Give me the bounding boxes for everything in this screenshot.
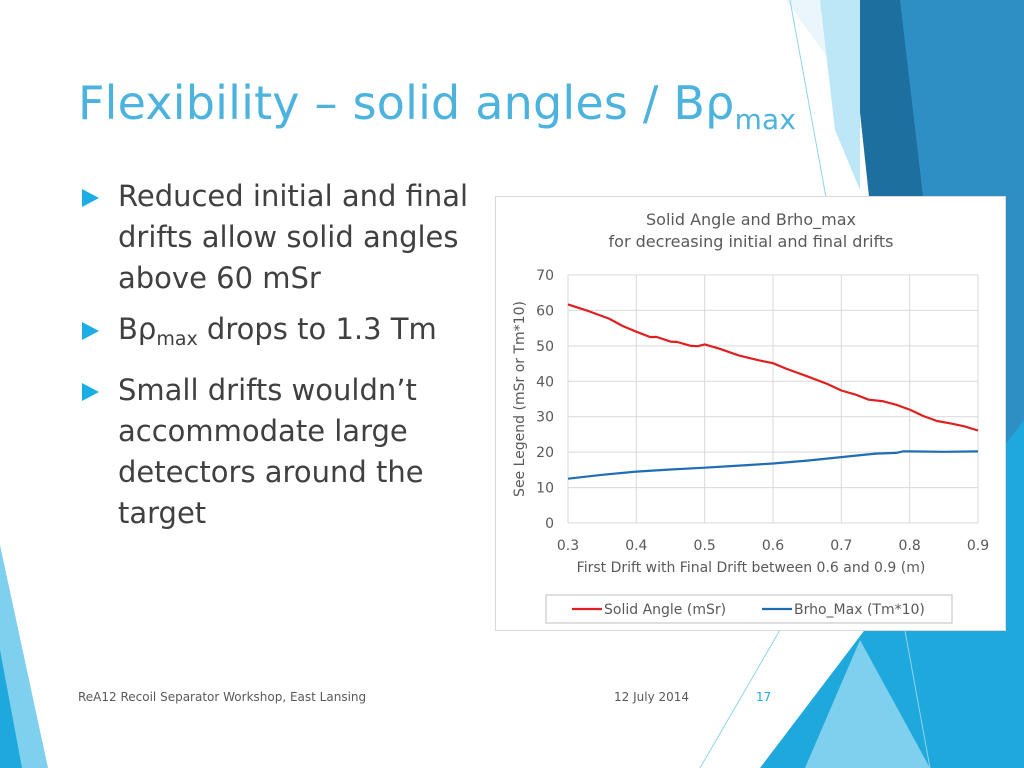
bullet-text-prefix: Bρ (118, 312, 157, 346)
legend-label: Solid Angle (mSr) (604, 602, 726, 618)
x-tick-label: 0.7 (830, 538, 852, 554)
triangle-bullet-icon (82, 383, 99, 401)
bullet-item: Bρmax drops to 1.3 Tm (80, 309, 480, 360)
triangle-bullet-icon (82, 322, 99, 340)
y-tick-label: 0 (545, 516, 554, 532)
series-line (567, 303, 979, 432)
series-line (567, 450, 979, 480)
x-tick-label: 0.6 (762, 538, 784, 554)
x-tick-label: 0.8 (899, 538, 921, 554)
bullet-text-suffix: drops to 1.3 Tm (197, 312, 437, 346)
x-tick-label: 0.4 (625, 538, 647, 554)
slide-title-subscript: max (734, 103, 797, 136)
y-tick-label: 40 (536, 374, 554, 390)
y-tick-label: 50 (536, 339, 554, 355)
slide-title: Flexibility – solid angles / Bρmax (78, 76, 796, 136)
deco-shape-right-light (820, 0, 860, 190)
footer-date: 12 July 2014 (614, 690, 690, 704)
bullet-item: Small drifts wouldn’t accommodate large … (80, 370, 480, 534)
deco-shape-bottom-right-2 (805, 640, 930, 768)
bullet-list: Reduced initial and final drifts allow s… (80, 176, 480, 544)
bullet-text: Reduced initial and final drifts allow s… (118, 179, 469, 295)
deco-shape-bottom-left (0, 545, 48, 768)
chart-legend (545, 594, 953, 624)
footer-page-number: 17 (756, 690, 772, 704)
bullet-text: Small drifts wouldn’t accommodate large … (118, 373, 424, 530)
y-axis-title: See Legend (mSr or Tm*10) (512, 301, 528, 497)
x-tick-label: 0.5 (694, 538, 716, 554)
y-tick-label: 10 (536, 481, 554, 497)
y-tick-label: 70 (536, 268, 554, 284)
deco-shape-bottom-left-2 (0, 650, 22, 768)
bullet-subscript: max (156, 328, 198, 350)
x-axis-title: First Drift with Final Drift between 0.6… (577, 560, 926, 576)
y-tick-label: 30 (536, 410, 554, 426)
y-tick-label: 20 (536, 445, 554, 461)
chart-title-line: for decreasing initial and final drifts (609, 232, 894, 251)
footer-event: ReA12 Recoil Separator Workshop, East La… (78, 690, 367, 704)
x-tick-label: 0.9 (967, 538, 989, 554)
bullet-item: Reduced initial and final drifts allow s… (80, 176, 480, 299)
deco-line-2 (699, 629, 781, 768)
chart-title-line: Solid Angle and Brho_max (646, 210, 856, 230)
legend-label: Brho_Max (Tm*10) (794, 602, 925, 618)
triangle-bullet-icon (82, 189, 99, 207)
y-tick-label: 60 (536, 303, 554, 319)
slide-title-main: Flexibility – solid angles / Bρ (78, 76, 735, 130)
x-tick-label: 0.3 (557, 538, 579, 554)
